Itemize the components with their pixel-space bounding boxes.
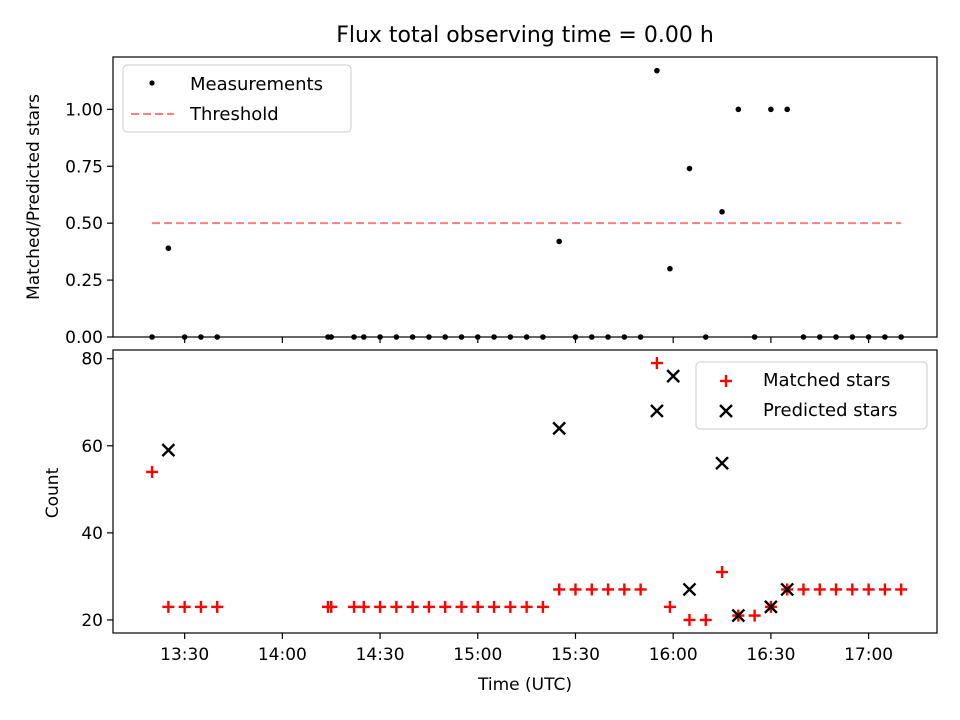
matched-star-point — [178, 600, 191, 613]
top-panel: Flux total observing time = 0.00 h Match… — [24, 23, 938, 348]
matched-star-point — [194, 600, 207, 613]
predicted-star-point — [715, 456, 729, 471]
matched-star-point — [422, 600, 435, 613]
bottom-y-axis-label: Count — [43, 467, 63, 518]
bottom-y-tick-label: 20 — [81, 611, 103, 631]
matched-star-point — [406, 600, 419, 613]
top-legend-box — [122, 64, 352, 133]
measurement-point — [784, 106, 790, 113]
matched-star-point — [663, 600, 676, 613]
matched-star-point — [325, 600, 338, 613]
bottom-plot-area — [146, 357, 908, 626]
legend-predicted-marker — [719, 404, 733, 418]
legend-matched-label: Matched stars — [763, 370, 890, 391]
chart-title: Flux total observing time = 0.00 h — [336, 23, 714, 48]
x-tick-label: 15:00 — [453, 645, 502, 665]
measurement-point — [768, 106, 774, 113]
measurement-point — [165, 245, 172, 252]
top-legend: Measurements Threshold — [122, 64, 352, 133]
matched-star-point — [813, 583, 826, 596]
top-y-axis-label: Matched/Predicted stars — [24, 94, 44, 300]
matched-star-point — [569, 583, 582, 596]
top-y-tick-label: 0.00 — [65, 328, 103, 348]
matched-star-point — [504, 600, 517, 613]
bottom-x-ticks: 13:30 14:00 14:30 15:00 15:30 16:00 16:30 17:00 — [160, 633, 893, 665]
matched-star-point — [830, 583, 843, 596]
bottom-legend: Matched stars Predicted stars — [695, 361, 928, 430]
top-y-ticks: 0.00 0.25 0.50 0.75 1.00 — [65, 100, 113, 348]
legend-matched-marker — [720, 375, 732, 387]
predicted-star-point — [731, 608, 746, 623]
top-axes-frame — [112, 56, 938, 338]
bottom-panel: Count Time (UTC) 20 40 60 80 13:30 14:00 14:3… — [43, 349, 938, 695]
legend-threshold-label: Threshold — [189, 104, 279, 125]
matched-star-point — [618, 583, 631, 596]
matched-star-point — [797, 583, 810, 596]
matched-star-point — [488, 600, 501, 613]
predicted-star-point — [650, 404, 664, 418]
predicted-star-point — [682, 582, 697, 597]
matched-star-point — [455, 600, 468, 613]
measurement-point — [654, 67, 660, 74]
matched-star-point — [716, 566, 729, 579]
matched-star-point — [748, 609, 761, 622]
bottom-y-tick-label: 40 — [81, 524, 103, 544]
matched-star-point — [211, 600, 224, 613]
top-y-tick-label: 1.00 — [65, 100, 103, 120]
bottom-y-ticks: 20 40 60 80 — [81, 350, 113, 631]
x-tick-label: 13:30 — [160, 645, 209, 665]
bottom-axes-frame — [112, 349, 938, 634]
matched-star-point — [699, 613, 712, 626]
matched-star-point — [862, 583, 875, 596]
measurement-point — [686, 165, 693, 172]
matched-star-point — [146, 465, 159, 478]
top-y-tick-label: 0.50 — [65, 214, 103, 234]
matched-star-point — [585, 583, 598, 596]
matched-star-point — [683, 613, 696, 626]
matched-star-point — [650, 357, 663, 370]
bottom-y-tick-label: 80 — [81, 350, 103, 370]
measurement-point — [556, 238, 562, 245]
x-tick-label: 16:00 — [649, 645, 698, 665]
matched-star-point — [374, 600, 387, 613]
predicted-star-point — [552, 421, 567, 436]
top-y-tick-label: 0.75 — [65, 157, 103, 177]
matched-star-point — [471, 600, 484, 613]
x-tick-label: 17:00 — [844, 645, 893, 665]
matched-star-point — [846, 583, 859, 596]
legend-measurements-label: Measurements — [190, 74, 323, 95]
matched-star-point — [895, 583, 908, 596]
matched-star-point — [390, 600, 403, 613]
predicted-star-point — [666, 369, 681, 383]
predicted-star-point — [764, 600, 778, 614]
predicted-star-point — [161, 443, 176, 457]
x-tick-label: 16:30 — [746, 645, 795, 665]
matched-star-point — [162, 600, 175, 613]
matched-star-point — [357, 600, 370, 613]
matched-star-point — [878, 583, 891, 596]
legend-measurements-marker — [149, 80, 155, 86]
x-axis-label: Time (UTC) — [477, 675, 572, 695]
matched-star-point — [439, 600, 452, 613]
measurement-point — [667, 265, 673, 272]
predicted-star-point — [780, 582, 795, 597]
bottom-y-tick-label: 60 — [81, 437, 103, 457]
top-y-tick-label: 0.25 — [65, 271, 103, 291]
bottom-legend-box — [695, 361, 928, 430]
legend-predicted-label: Predicted stars — [763, 400, 897, 421]
matched-star-point — [520, 600, 533, 613]
matched-star-point — [634, 583, 647, 596]
x-tick-label: 15:30 — [551, 645, 600, 665]
x-tick-label: 14:00 — [258, 645, 307, 665]
x-tick-label: 14:30 — [356, 645, 405, 665]
matched-star-point — [553, 583, 566, 596]
matched-star-point — [602, 583, 615, 596]
measurement-point — [719, 208, 725, 215]
matched-star-point — [536, 600, 549, 613]
measurement-point — [735, 106, 742, 113]
